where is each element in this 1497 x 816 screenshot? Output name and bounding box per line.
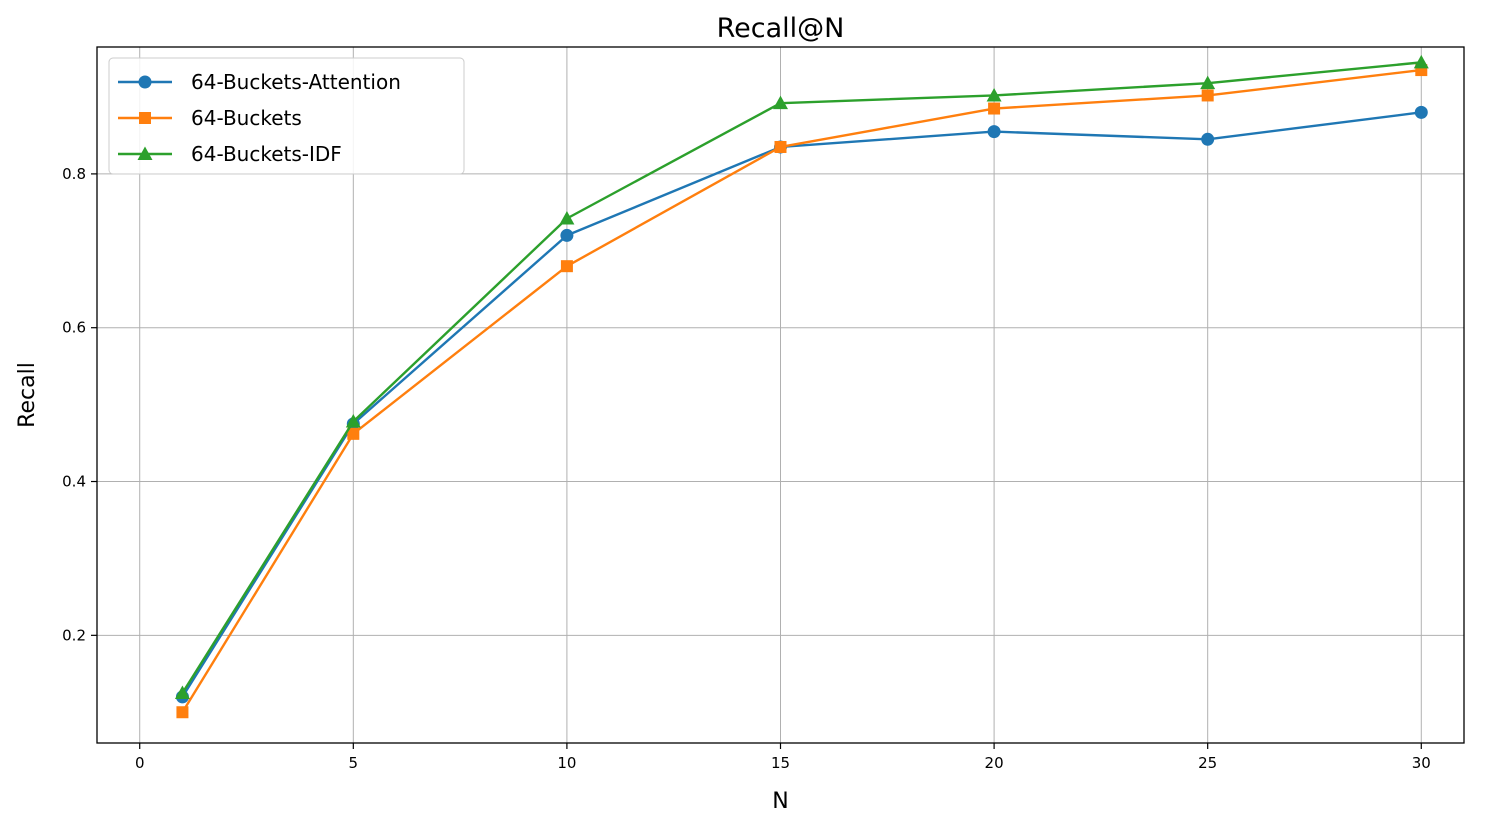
- legend-swatch-marker: [138, 75, 152, 89]
- legend-label: 64-Buckets: [191, 106, 302, 130]
- data-point: [174, 685, 190, 700]
- data-point: [560, 228, 574, 242]
- x-tick-label: 10: [557, 754, 576, 772]
- legend-item: 64-Buckets-IDF: [118, 142, 342, 166]
- data-point: [559, 211, 575, 225]
- x-tick-label: 25: [1198, 754, 1217, 772]
- y-tick-label: 0.6: [62, 319, 86, 337]
- legend-swatch-marker: [139, 112, 151, 124]
- data-point: [773, 95, 788, 110]
- series-0: [175, 105, 1428, 704]
- x-tick-label: 15: [771, 754, 790, 772]
- legend-swatch-marker: [137, 146, 153, 160]
- y-tick-label: 0.2: [62, 626, 86, 644]
- legend-item: 64-Buckets-Attention: [118, 70, 401, 94]
- x-tick-label: 30: [1412, 754, 1431, 772]
- data-point: [1414, 105, 1428, 119]
- data-point: [1201, 132, 1215, 146]
- y-axis-title: Recall: [15, 362, 40, 428]
- data-point: [988, 102, 1001, 115]
- legend-item: 64-Buckets: [118, 106, 302, 130]
- x-tick-label: 5: [349, 754, 359, 772]
- legend-label: 64-Buckets-Attention: [191, 70, 401, 94]
- data-point: [1200, 75, 1216, 90]
- legend-label: 64-Buckets-IDF: [191, 142, 342, 166]
- series-line: [181, 111, 1422, 698]
- data-point: [560, 260, 573, 273]
- chart-title: Recall@N: [717, 13, 845, 44]
- legend: 64-Buckets-Attention 64-Buckets 64-Buckets…: [108, 57, 465, 175]
- axis-ticks: 0 5 10 15 20 25 30 0.2 0.4 0.6 0.8: [62, 165, 1431, 772]
- data-point: [345, 414, 361, 428]
- data-point: [347, 427, 360, 440]
- data-point: [176, 706, 189, 719]
- legend-box: [108, 57, 465, 175]
- y-tick-label: 0.8: [62, 165, 86, 183]
- y-tick-label: 0.4: [62, 473, 86, 491]
- data-point: [1201, 89, 1214, 102]
- x-axis-title: N: [772, 789, 788, 814]
- x-tick-label: 20: [985, 754, 1004, 772]
- series-layer: [174, 54, 1429, 719]
- series-2: [174, 54, 1429, 700]
- series-1: [176, 64, 1428, 719]
- data-point: [1413, 54, 1429, 69]
- data-point: [986, 87, 1002, 102]
- data-point: [987, 125, 1001, 139]
- x-tick-label: 0: [135, 754, 145, 772]
- data-point: [774, 140, 787, 153]
